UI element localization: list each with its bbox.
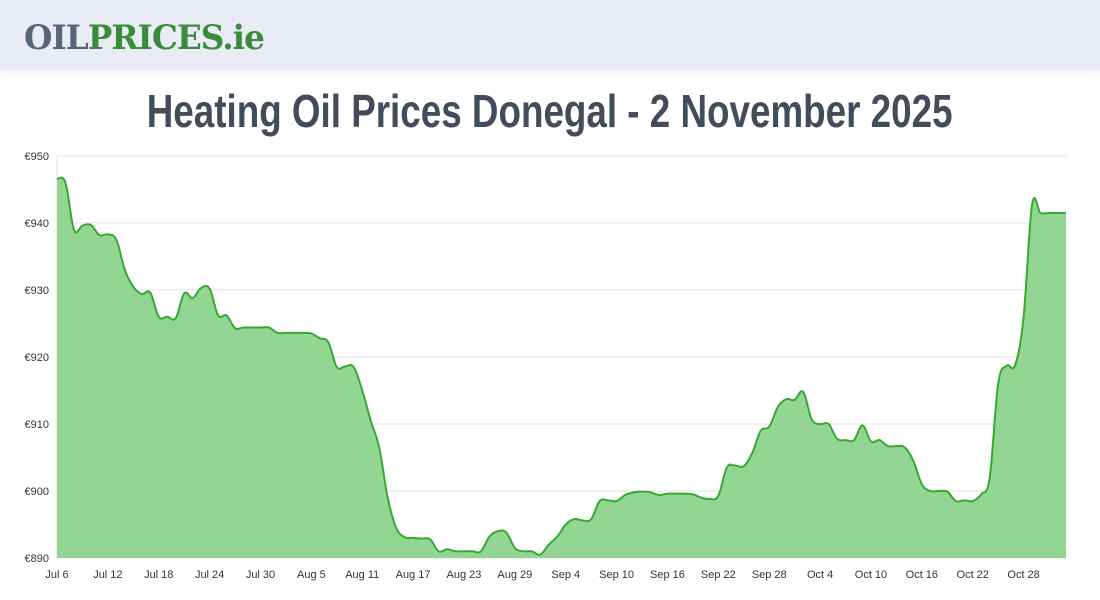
price-line	[56, 176, 1066, 556]
x-tick-label: Aug 11	[345, 569, 379, 581]
x-tick-label: Oct 28	[1007, 569, 1039, 581]
y-tick-label: €900	[25, 486, 49, 498]
x-tick-label: Oct 4	[807, 569, 833, 581]
x-tick-label: Sep 4	[551, 569, 580, 581]
page-title-text: Heating Oil Prices Donegal - 2 November …	[147, 85, 953, 137]
x-tick-label: Jul 30	[246, 569, 275, 581]
x-tick-label: Jul 6	[45, 569, 68, 581]
y-tick-label: €890	[25, 553, 49, 565]
x-tick-label: Aug 5	[297, 569, 326, 581]
x-tick-label: Jul 18	[144, 569, 173, 581]
y-tick-label: €940	[25, 218, 49, 230]
x-tick-label: Jul 12	[93, 569, 122, 581]
y-tick-label: €930	[25, 285, 49, 297]
x-tick-label: Oct 22	[957, 569, 989, 581]
y-tick-label: €920	[25, 352, 49, 364]
x-tick-label: Sep 28	[752, 569, 787, 581]
x-tick-label: Oct 10	[855, 569, 887, 581]
site-header: OILPRICES.ie	[0, 0, 1100, 70]
x-tick-label: Aug 23	[447, 569, 482, 581]
x-tick-label: Aug 17	[396, 569, 431, 581]
x-tick-label: Sep 16	[650, 569, 685, 581]
x-tick-label: Sep 10	[599, 569, 634, 581]
site-logo[interactable]: OILPRICES.ie	[24, 16, 265, 60]
y-tick-label: €950	[25, 151, 49, 163]
x-tick-label: Sep 22	[701, 569, 736, 581]
logo-part-prices: PRICES.ie	[87, 18, 265, 58]
logo-part-oil: OIL	[24, 18, 89, 58]
x-tick-label: Oct 16	[906, 569, 938, 581]
y-tick-label: €910	[25, 419, 49, 431]
price-area-fill	[57, 177, 1066, 558]
x-tick-label: Aug 29	[497, 569, 532, 581]
x-tick-label: Jul 24	[195, 569, 224, 581]
page-title: Heating Oil Prices Donegal - 2 November …	[0, 84, 1100, 138]
